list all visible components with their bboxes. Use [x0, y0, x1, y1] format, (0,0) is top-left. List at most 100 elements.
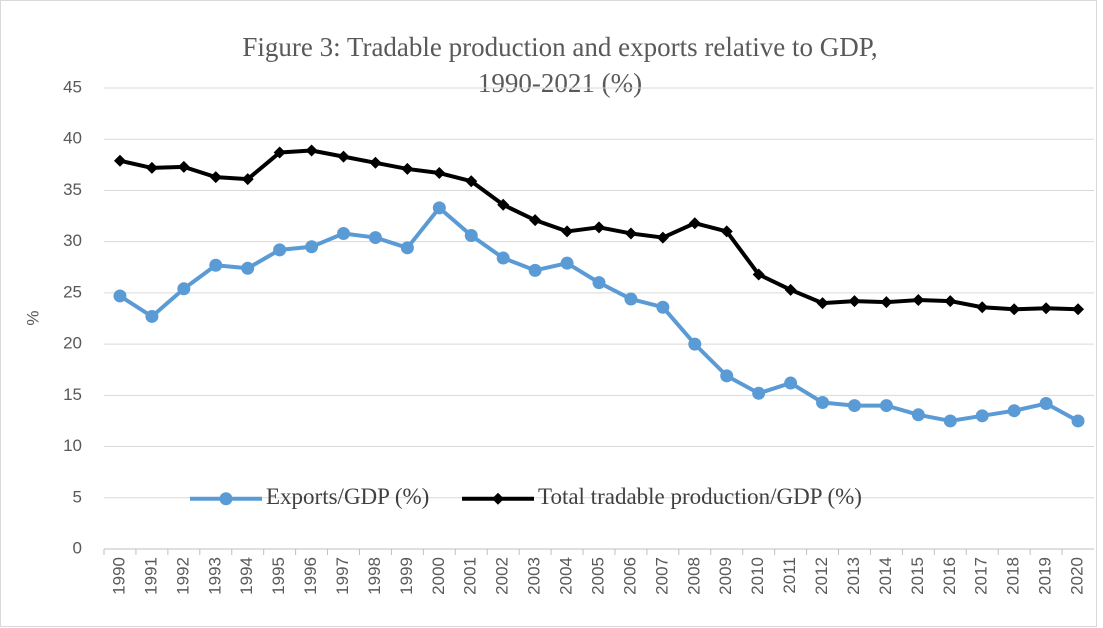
point — [337, 150, 350, 163]
x-tick-label: 2003 — [525, 557, 544, 595]
point — [1071, 414, 1085, 428]
x-tick-label: 2012 — [812, 557, 831, 595]
point — [497, 198, 510, 211]
point — [337, 226, 351, 240]
point — [816, 396, 830, 410]
point — [720, 225, 733, 238]
point — [848, 295, 861, 308]
x-tick-label: 1994 — [237, 557, 256, 595]
point — [241, 261, 255, 275]
point — [273, 243, 287, 257]
x-tick-label: 2015 — [908, 557, 927, 595]
point — [688, 217, 701, 230]
point — [177, 282, 191, 296]
y-tick-label: 40 — [63, 129, 82, 148]
point — [624, 227, 637, 240]
point — [1040, 302, 1053, 315]
point — [369, 156, 382, 169]
point — [1008, 303, 1021, 316]
point — [305, 144, 318, 157]
point — [432, 201, 446, 215]
y-tick-label: 5 — [73, 487, 82, 506]
point — [177, 160, 190, 173]
point — [879, 399, 893, 413]
point — [401, 162, 414, 175]
point — [752, 386, 766, 400]
x-tick-label: 2013 — [844, 557, 863, 595]
point — [113, 289, 127, 303]
point — [529, 214, 542, 227]
point — [145, 161, 158, 174]
point — [593, 221, 605, 234]
x-tick-label: 1999 — [397, 557, 416, 595]
point — [492, 492, 504, 505]
y-tick-label: 45 — [63, 77, 82, 96]
y-tick-label: 15 — [63, 385, 82, 404]
x-tick-label: 2010 — [748, 557, 767, 595]
point — [241, 173, 254, 186]
point — [465, 175, 478, 188]
point — [561, 225, 574, 238]
x-tick-label: 2001 — [461, 557, 480, 595]
point — [847, 399, 861, 413]
point — [1007, 404, 1021, 418]
x-tick-label: 1995 — [269, 557, 288, 595]
point — [145, 309, 159, 323]
x-tick-label: 2014 — [876, 557, 895, 595]
x-tick-label: 2018 — [1004, 557, 1023, 595]
point — [464, 229, 478, 243]
x-tick-label: 1998 — [365, 557, 384, 595]
point — [219, 492, 233, 506]
point — [880, 296, 893, 309]
point — [720, 369, 734, 383]
point — [1039, 397, 1053, 411]
x-tick-label: 2008 — [684, 557, 703, 595]
point — [592, 276, 606, 290]
point — [113, 154, 126, 167]
point — [976, 301, 989, 314]
point — [911, 408, 925, 422]
y-tick-label: 10 — [63, 436, 82, 455]
x-tick-label: 1997 — [333, 557, 352, 595]
point — [1072, 303, 1085, 316]
point — [209, 171, 222, 184]
point — [305, 240, 319, 254]
y-tick-label: 30 — [63, 231, 82, 250]
x-tick-label: 2006 — [620, 557, 639, 595]
y-tick-label: 35 — [63, 180, 82, 199]
point — [816, 297, 829, 310]
x-tick-label: 2002 — [493, 557, 512, 595]
x-tick-label: 1990 — [109, 557, 128, 595]
y-tick-label: 0 — [73, 538, 82, 557]
x-tick-label: 1991 — [141, 557, 160, 595]
x-tick-label: 2020 — [1068, 557, 1087, 595]
x-tick-label: 2005 — [588, 557, 607, 595]
point — [975, 409, 989, 423]
x-tick-label: 1993 — [205, 557, 224, 595]
x-tick-label: 2017 — [972, 557, 991, 595]
x-tick-label: 2004 — [557, 557, 576, 595]
point — [784, 376, 798, 390]
point — [528, 263, 542, 277]
point — [943, 414, 957, 428]
point — [496, 251, 510, 265]
x-tick-label: 2007 — [652, 557, 671, 595]
point — [209, 258, 223, 272]
x-tick-label: 1992 — [173, 557, 192, 595]
point — [400, 241, 414, 255]
y-axis-label: % — [23, 310, 42, 325]
point — [433, 167, 446, 180]
point — [688, 337, 702, 351]
point — [912, 294, 925, 307]
x-tick-label: 2011 — [780, 557, 799, 594]
x-tick-label: 2019 — [1036, 557, 1055, 595]
point — [656, 231, 669, 244]
x-tick-label: 2009 — [716, 557, 735, 595]
point — [784, 283, 797, 296]
y-tick-label: 20 — [63, 334, 82, 353]
chart-title: 1990-2021 (%) — [478, 68, 642, 98]
x-tick-label: 2000 — [429, 557, 448, 595]
point — [273, 146, 286, 159]
